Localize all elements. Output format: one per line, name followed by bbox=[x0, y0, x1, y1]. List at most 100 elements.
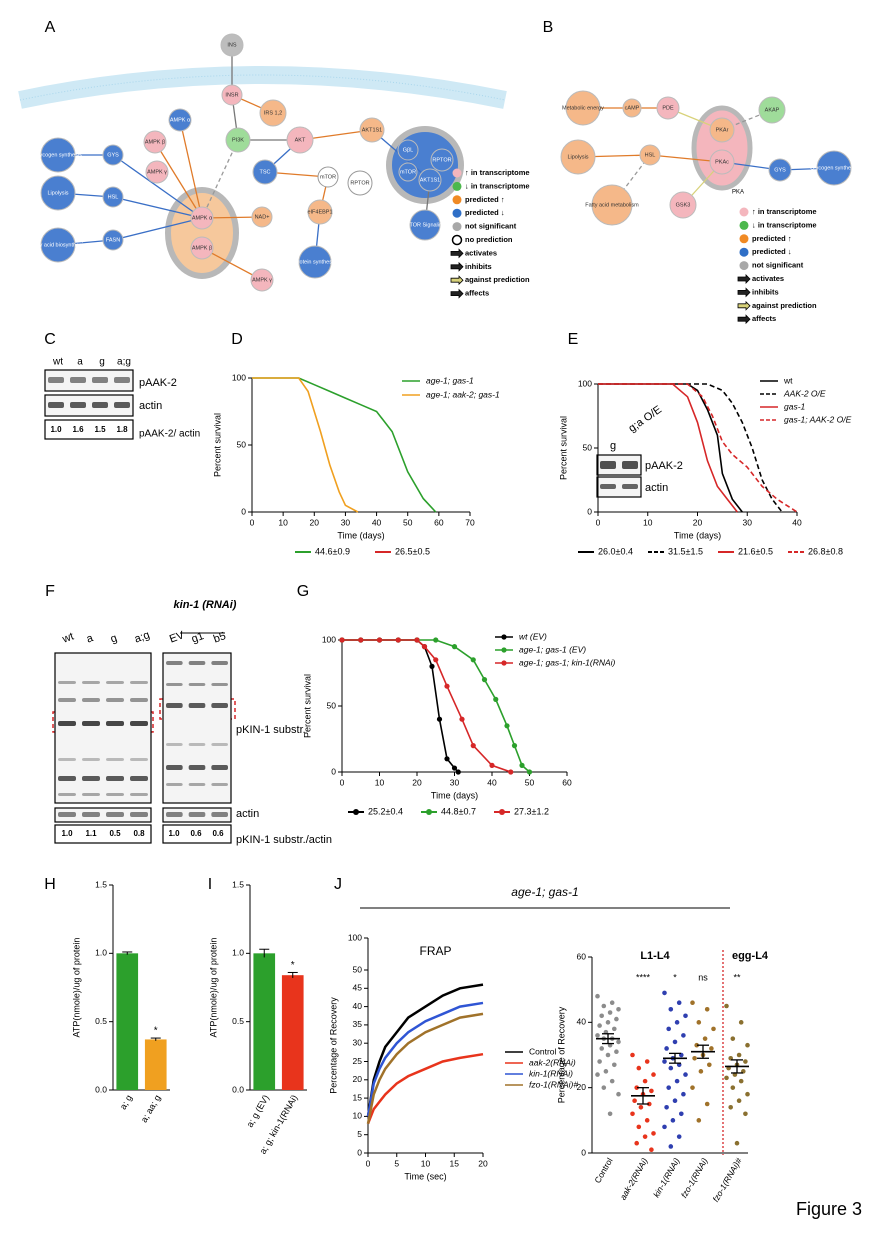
row-label: actin bbox=[645, 482, 668, 494]
x-tick-label: 40 bbox=[792, 517, 802, 527]
point bbox=[630, 1052, 635, 1058]
node bbox=[286, 126, 314, 154]
legend-label: no prediction bbox=[465, 235, 513, 244]
point bbox=[612, 1062, 617, 1068]
node bbox=[102, 229, 124, 251]
x-tick-label: a; g bbox=[118, 1093, 134, 1111]
band bbox=[166, 812, 183, 817]
point bbox=[696, 1020, 702, 1025]
point bbox=[634, 1140, 639, 1146]
x-tick-label: 30 bbox=[743, 517, 753, 527]
significance: * bbox=[154, 1026, 158, 1037]
node bbox=[656, 96, 680, 120]
legend-label: against prediction bbox=[752, 301, 817, 310]
x-tick-label: 20 bbox=[412, 777, 422, 787]
point bbox=[493, 696, 499, 703]
blot bbox=[596, 476, 642, 498]
node bbox=[560, 139, 596, 175]
point bbox=[649, 1147, 654, 1153]
edge bbox=[201, 139, 239, 219]
ratio: 0.6 bbox=[190, 829, 202, 838]
band bbox=[600, 484, 616, 489]
node bbox=[347, 170, 373, 196]
y-tick-label: 5 bbox=[357, 1129, 362, 1139]
point bbox=[511, 743, 518, 749]
point bbox=[743, 1111, 748, 1117]
edge bbox=[112, 196, 203, 219]
node-label: HSL bbox=[645, 152, 656, 158]
band bbox=[82, 793, 100, 796]
node bbox=[40, 175, 76, 211]
node bbox=[251, 206, 273, 228]
row-label: actin bbox=[236, 808, 259, 820]
x-tick-label: kin-1(RNAi) bbox=[651, 1156, 682, 1199]
row-label: pAAK-2 bbox=[139, 377, 177, 389]
panel-label: I bbox=[208, 876, 212, 893]
band bbox=[188, 765, 206, 770]
node bbox=[102, 144, 124, 166]
node-label: GSK3 bbox=[676, 202, 691, 208]
node-label: Glycogen synthesis bbox=[34, 152, 82, 158]
point bbox=[711, 1026, 716, 1032]
point bbox=[662, 990, 667, 996]
node-label: AMPK β bbox=[145, 139, 165, 145]
lane-label: g bbox=[610, 440, 616, 452]
legend-swatch bbox=[501, 647, 507, 653]
x-tick-label: Control bbox=[592, 1156, 614, 1185]
x-tick-label: fzo-1(RNAi) bbox=[679, 1156, 710, 1200]
band bbox=[188, 812, 206, 817]
legend-label: gas-1 bbox=[784, 401, 806, 411]
node-label: AMPK γ bbox=[147, 169, 167, 175]
node bbox=[816, 150, 852, 186]
point bbox=[679, 1111, 684, 1117]
band bbox=[58, 698, 76, 702]
band bbox=[166, 661, 183, 665]
series-line bbox=[598, 383, 783, 513]
point bbox=[595, 993, 600, 999]
ratio: 1.6 bbox=[72, 425, 84, 434]
node bbox=[168, 108, 192, 132]
node bbox=[40, 227, 76, 263]
ratio-box bbox=[54, 824, 152, 844]
point bbox=[605, 1020, 611, 1025]
legend-label: ↓ in transcriptome bbox=[465, 181, 530, 190]
panel-label: F bbox=[45, 583, 55, 600]
row-label: pAAK-2 bbox=[645, 460, 683, 472]
y-tick-label: 0 bbox=[587, 506, 592, 516]
significance: * bbox=[673, 972, 677, 982]
point bbox=[736, 1052, 742, 1058]
x-tick-label: 10 bbox=[375, 777, 385, 787]
band bbox=[106, 698, 124, 702]
ratio-label: pKIN-1 substr./actin bbox=[236, 834, 332, 846]
series-line bbox=[366, 1052, 484, 1125]
point bbox=[433, 657, 439, 663]
y-tick-label: 30 bbox=[353, 1037, 363, 1047]
legend-label: age-1; gas-1 bbox=[426, 375, 474, 385]
band bbox=[211, 683, 228, 686]
node-label: GYS bbox=[774, 167, 786, 173]
node bbox=[220, 33, 244, 57]
node-label: Lipolysis bbox=[567, 154, 588, 160]
panel-label: H bbox=[44, 876, 56, 893]
lane-label: a bbox=[77, 357, 83, 368]
x-tick-label: 0 bbox=[340, 777, 345, 787]
point bbox=[636, 1124, 642, 1130]
legend-swatch bbox=[452, 181, 462, 191]
series-line bbox=[598, 383, 738, 513]
blot bbox=[162, 652, 232, 804]
ratio-box bbox=[44, 419, 134, 440]
y-tick-label: 50 bbox=[583, 442, 593, 452]
y-tick-label: 45 bbox=[353, 983, 363, 993]
point bbox=[644, 1118, 650, 1123]
band bbox=[600, 461, 616, 469]
point bbox=[339, 637, 345, 643]
band bbox=[82, 758, 100, 761]
stat-swatch bbox=[426, 809, 432, 815]
node-label: INS bbox=[227, 42, 237, 48]
point bbox=[728, 1104, 733, 1110]
legend-label: Control bbox=[529, 1046, 557, 1056]
band bbox=[211, 765, 228, 770]
band bbox=[211, 661, 228, 665]
band bbox=[114, 402, 130, 408]
chart-title: FRAP bbox=[419, 944, 451, 958]
